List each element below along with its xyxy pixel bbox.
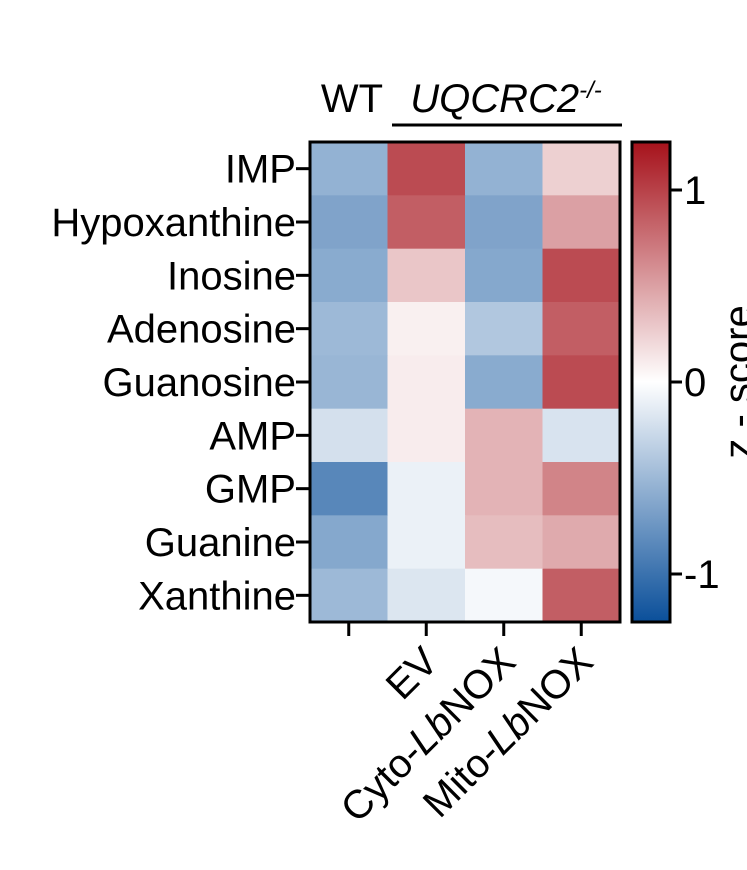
heatmap-cell (387, 408, 466, 463)
colorbar-ticks: -1 0 1 (670, 169, 720, 597)
group-label-mutant: UQCRC2-/- (410, 77, 602, 121)
heatmap-cell (542, 568, 621, 623)
heatmap-cell (465, 248, 544, 303)
row-label: Inosine (167, 254, 296, 298)
row-label: IMP (225, 148, 296, 192)
heatmap-cell (387, 568, 466, 623)
row-labels: IMP Hypoxanthine Inosine Adenosine Guanosine… (51, 148, 310, 618)
heatmap-cell (387, 195, 466, 250)
heatmap-cell (542, 462, 621, 516)
heatmap-cell (465, 302, 544, 356)
heatmap-cell (310, 142, 389, 196)
row-label: Adenosine (107, 308, 296, 352)
row-label: GMP (205, 468, 296, 512)
heatmap-cell (387, 355, 466, 410)
colorbar-tick-label: 1 (684, 169, 706, 213)
heatmap-cell (542, 408, 621, 463)
heatmap-cell (387, 462, 466, 516)
x-ticks (347, 622, 583, 636)
heatmap-cell (387, 248, 466, 303)
heatmap-cell (465, 408, 544, 463)
colorbar-label: z - score (717, 305, 747, 458)
heatmap-cell (310, 568, 389, 623)
heatmap-cell (542, 355, 621, 410)
heatmap-cell (465, 568, 544, 623)
group-label-mutant-superscript: -/- (579, 77, 602, 104)
heatmap-cell (465, 195, 544, 250)
heatmap-cell (310, 462, 389, 516)
colorbar (630, 140, 672, 624)
heatmap-cell (310, 248, 389, 303)
heatmap-cell (542, 195, 621, 250)
heatmap-cell (387, 302, 466, 356)
row-label: Guanosine (103, 361, 296, 405)
heatmap-cell (310, 302, 389, 356)
heatmap-cell (465, 355, 544, 410)
heatmap-cell (465, 462, 544, 516)
colorbar-tick-label: 0 (684, 361, 706, 405)
heatmap-cell (387, 142, 466, 196)
heatmap-cell (542, 302, 621, 356)
heatmap-cell (387, 515, 466, 570)
row-label: AMP (209, 414, 296, 458)
heatmap-cell (310, 515, 389, 570)
heatmap-cell (542, 515, 621, 570)
group-label-mutant-name: UQCRC2 (410, 77, 579, 121)
row-label: Xanthine (138, 574, 296, 618)
heatmap-cell (310, 355, 389, 410)
group-label-wt: WT (321, 77, 383, 121)
heatmap-cell (542, 142, 621, 196)
heatmap-cell (310, 195, 389, 250)
row-label: Guanine (145, 521, 296, 565)
heatmap-cells (310, 142, 621, 623)
colorbar-tick-label: -1 (684, 553, 720, 597)
row-label: Hypoxanthine (51, 201, 296, 245)
heatmap-cell (310, 408, 389, 463)
heatmap-cell (542, 248, 621, 303)
heatmap-cell (465, 142, 544, 196)
heatmap-cell (465, 515, 544, 570)
